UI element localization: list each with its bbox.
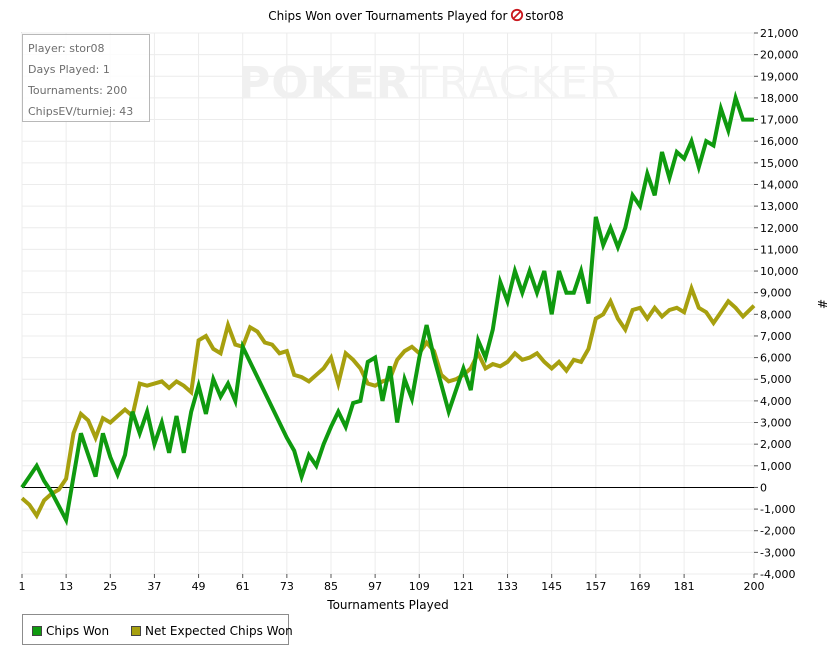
grid <box>21 32 755 575</box>
chart-title-player: stor08 <box>525 9 564 23</box>
stat-player: Player: stor08 <box>28 42 105 55</box>
x-axis-label: Tournaments Played <box>326 598 448 612</box>
legend: Chips Won Net Expected Chips Won <box>22 614 293 645</box>
y-tick-label: 20,000 <box>760 49 799 62</box>
x-tick-label: 169 <box>629 580 650 593</box>
y-tick-label: 5,000 <box>760 373 792 386</box>
x-tick-label: 1 <box>19 580 26 593</box>
y-tick-label: 1,000 <box>760 460 792 473</box>
legend-swatch-net-expected <box>131 626 141 636</box>
series-line-chips-won <box>20 90 754 527</box>
y-tick-label: 2,000 <box>760 438 792 451</box>
y-tick-label: 7,000 <box>760 330 792 343</box>
stat-days-played: Days Played: 1 <box>28 63 110 76</box>
y-tick-label: 18,000 <box>760 92 799 105</box>
y-tick-label: -3,000 <box>760 546 795 559</box>
y-tick-label: 8,000 <box>760 308 792 321</box>
y-tick-label: 12,000 <box>760 222 799 235</box>
y-tick-label: 19,000 <box>760 70 799 83</box>
y-tick-label: 10,000 <box>760 265 799 278</box>
y-tick-label: 6,000 <box>760 352 792 365</box>
axes: -4,000 -3,000 -2,000 -1,000 0 1,000 2,000 3,000… <box>19 27 799 593</box>
stat-chips-ev: ChipsEV/turniej: 43 <box>28 105 134 118</box>
y-tick-label: 0 <box>760 481 767 494</box>
legend-swatch-chips-won <box>32 626 42 636</box>
x-tick-label: 73 <box>280 580 294 593</box>
x-tick-label: 85 <box>324 580 338 593</box>
y-tick-label: 4,000 <box>760 395 792 408</box>
x-tick-label: 25 <box>103 580 117 593</box>
x-tick-label: 13 <box>59 580 73 593</box>
x-tick-label: 157 <box>585 580 606 593</box>
x-tick-label: 181 <box>674 580 695 593</box>
chart-title: Chips Won over Tournaments Played for st… <box>268 9 564 23</box>
x-tick-label: 121 <box>453 580 474 593</box>
pokertracker-watermark: POKERTRACKER <box>238 58 621 109</box>
x-tick-label: 145 <box>541 580 562 593</box>
pokerstars-icon <box>510 8 524 22</box>
y-axis-label: # <box>815 299 829 309</box>
y-tick-label: 3,000 <box>760 417 792 430</box>
x-tick-label: 49 <box>192 580 206 593</box>
y-tick-label: 15,000 <box>760 157 799 170</box>
y-tick-label: -2,000 <box>760 525 795 538</box>
y-tick-label: 17,000 <box>760 114 799 127</box>
x-tick-label: 61 <box>236 580 250 593</box>
y-tick-label: 21,000 <box>760 27 799 40</box>
x-tick-label: 109 <box>409 580 430 593</box>
x-tick-label: 200 <box>744 580 765 593</box>
y-tick-label: 14,000 <box>760 178 799 191</box>
x-tick-label: 37 <box>147 580 161 593</box>
y-tick-label: 16,000 <box>760 135 799 148</box>
stat-tournaments: Tournaments: 200 <box>28 84 128 97</box>
x-tick-label: 97 <box>368 580 382 593</box>
y-tick-label: 13,000 <box>760 200 799 213</box>
legend-item-net-expected[interactable]: Net Expected Chips Won <box>131 624 293 638</box>
x-tick-label: 133 <box>497 580 518 593</box>
y-tick-label: 9,000 <box>760 287 792 300</box>
y-tick-label: -1,000 <box>760 503 795 516</box>
legend-item-chips-won[interactable]: Chips Won <box>32 624 109 638</box>
player-stats-box: Player: stor08 Days Played: 1 Tournament… <box>22 34 150 122</box>
series <box>20 90 756 527</box>
y-tick-label: -4,000 <box>760 568 795 581</box>
y-tick-label: 11,000 <box>760 243 799 256</box>
